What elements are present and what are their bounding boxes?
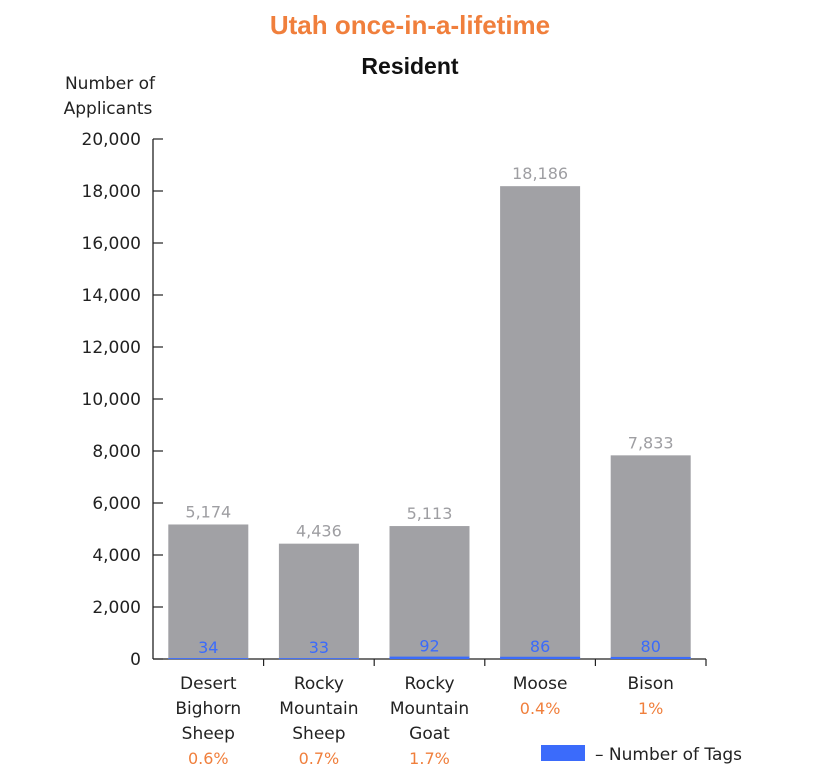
y-axis-label-line-2: Applicants	[64, 99, 153, 119]
tags-value-label: 34	[198, 638, 218, 657]
y-ticks: 0 2,000 4,000 6,000 8,000 10,000 12,000 14,000 1…	[82, 130, 163, 670]
y-tick-label: 0	[130, 650, 141, 670]
bar-tags	[610, 656, 691, 659]
legend: – Number of Tags	[541, 745, 742, 765]
y-tick-label: 2,000	[92, 598, 141, 618]
category-label: Desert	[180, 674, 237, 694]
legend-label-tags: – Number of Tags	[595, 745, 742, 765]
y-tick-label: 12,000	[82, 338, 141, 358]
bar-applicants	[168, 524, 249, 659]
percent-label: 1.7%	[409, 749, 450, 768]
y-tick-label: 14,000	[82, 286, 141, 306]
legend-swatch-tags	[541, 745, 585, 761]
applicants-value-label: 18,186	[512, 164, 568, 183]
chart-title: Utah once-in-a-lifetime	[270, 10, 550, 40]
percent-label: 0.4%	[520, 699, 561, 718]
bar-applicants	[610, 455, 691, 659]
bar-tags	[500, 656, 581, 659]
chart-subtitle: Resident	[361, 53, 458, 79]
y-tick-label: 20,000	[82, 130, 141, 150]
y-axis-label-line-1: Number of	[65, 74, 156, 94]
percent-label: 0.6%	[188, 749, 229, 768]
y-tick-label: 4,000	[92, 546, 141, 566]
category-label: Mountain	[279, 699, 358, 719]
bar-tags	[389, 656, 470, 659]
y-tick-label: 8,000	[92, 442, 141, 462]
applicants-value-label: 5,113	[407, 504, 453, 523]
tags-value-label: 33	[309, 638, 329, 657]
percent-label: 1%	[638, 699, 663, 718]
bar-tags	[168, 658, 249, 660]
category-label: Goat	[409, 724, 450, 744]
category-label: Rocky	[294, 674, 344, 694]
applicants-value-label: 7,833	[628, 433, 674, 452]
category-label: Sheep	[292, 724, 345, 744]
category-label: Sheep	[182, 724, 235, 744]
tags-value-label: 86	[530, 637, 550, 656]
applicants-value-label: 4,436	[296, 522, 342, 541]
category-label: Moose	[513, 674, 568, 694]
bar-applicants	[389, 526, 470, 659]
tags-value-label: 92	[419, 637, 439, 656]
tags-value-label: 80	[641, 637, 661, 656]
bar-tags	[278, 658, 359, 660]
y-tick-label: 18,000	[82, 182, 141, 202]
category-label: Bison	[627, 674, 673, 694]
applicants-value-label: 5,174	[185, 502, 231, 521]
y-tick-label: 6,000	[92, 494, 141, 514]
percent-label: 0.7%	[299, 749, 340, 768]
y-tick-label: 10,000	[82, 390, 141, 410]
category-label: Rocky	[404, 674, 454, 694]
bar-applicants	[278, 543, 359, 659]
x-labels: Desert Bighorn Sheep 0.6% Rocky Mountain Sheep…	[175, 674, 674, 768]
y-tick-label: 16,000	[82, 234, 141, 254]
category-label: Mountain	[390, 699, 469, 719]
bars: 5,174 34 4,436 33 5,113 92 18,186 86 7,833 80	[168, 164, 691, 660]
bar-applicants	[500, 186, 581, 659]
category-label: Bighorn	[175, 699, 241, 719]
